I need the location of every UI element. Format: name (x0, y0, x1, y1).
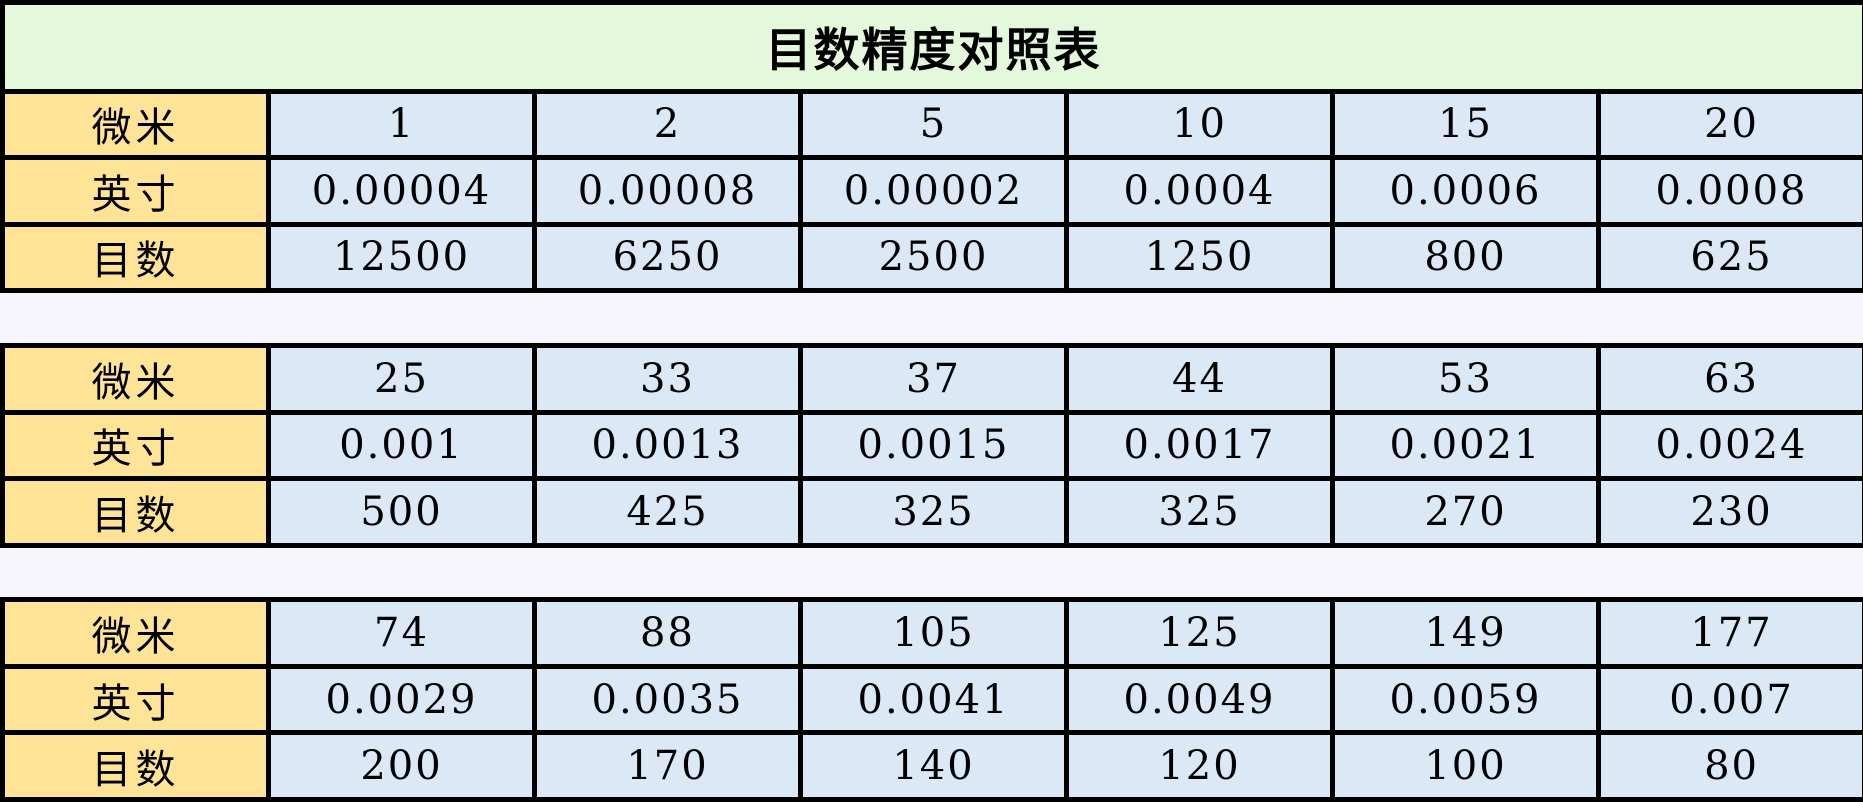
block1-micron-row: 微米 1 2 5 10 15 20 (0, 88, 1863, 161)
micron-value-cell: 74 (266, 597, 537, 669)
micron-value-cell: 33 (532, 343, 803, 415)
inch-value-cell: 0.0008 (1595, 155, 1863, 227)
row-header-mesh: 目数 (0, 476, 271, 548)
mesh-value-cell: 100 (1330, 730, 1601, 802)
mesh-value-cell: 170 (532, 730, 803, 802)
mesh-value-cell: 140 (798, 730, 1069, 802)
block2-micron-row: 微米 25 33 37 44 53 63 (0, 343, 1863, 415)
micron-value-cell: 105 (798, 597, 1069, 669)
micron-value-cell: 2 (532, 88, 803, 161)
inch-value-cell: 0.00004 (266, 155, 537, 227)
block3-inch-row: 英寸 0.0029 0.0035 0.0041 0.0049 0.0059 0.… (0, 663, 1863, 736)
inch-value-cell: 0.0049 (1064, 663, 1335, 736)
micron-value-cell: 10 (1064, 88, 1335, 161)
mesh-value-cell: 270 (1330, 476, 1601, 548)
row-header-micron: 微米 (0, 597, 271, 669)
inch-value-cell: 0.0013 (532, 409, 803, 482)
inch-value-cell: 0.0059 (1330, 663, 1601, 736)
mesh-value-cell: 200 (266, 730, 537, 802)
micron-value-cell: 63 (1595, 343, 1863, 415)
mesh-value-cell: 1250 (1064, 221, 1335, 294)
block1-inch-row: 英寸 0.00004 0.00008 0.00002 0.0004 0.0006… (0, 155, 1863, 227)
table-title: 目数精度对照表 (0, 0, 1863, 94)
micron-value-cell: 53 (1330, 343, 1601, 415)
spacer-band (2, 542, 1863, 603)
inch-value-cell: 0.00008 (532, 155, 803, 227)
mesh-value-cell: 325 (1064, 476, 1335, 548)
row-header-mesh: 目数 (0, 730, 271, 802)
mesh-value-cell: 6250 (532, 221, 803, 294)
inch-value-cell: 0.0004 (1064, 155, 1335, 227)
inch-value-cell: 0.0017 (1064, 409, 1335, 482)
block3-micron-row: 微米 74 88 105 125 149 177 (0, 597, 1863, 669)
micron-value-cell: 88 (532, 597, 803, 669)
mesh-value-cell: 800 (1330, 221, 1601, 294)
row-header-inch: 英寸 (0, 409, 271, 482)
row-header-inch: 英寸 (0, 663, 271, 736)
micron-value-cell: 177 (1595, 597, 1863, 669)
spacer-band (2, 288, 1863, 349)
mesh-value-cell: 2500 (798, 221, 1069, 294)
inch-value-cell: 0.0015 (798, 409, 1069, 482)
row-header-inch: 英寸 (0, 155, 271, 227)
block1-mesh-row: 目数 12500 6250 2500 1250 800 625 (0, 221, 1863, 294)
mesh-value-cell: 625 (1595, 221, 1863, 294)
inch-value-cell: 0.0024 (1595, 409, 1863, 482)
inch-value-cell: 0.0021 (1330, 409, 1601, 482)
inch-value-cell: 0.007 (1595, 663, 1863, 736)
inch-value-cell: 0.0006 (1330, 155, 1601, 227)
mesh-value-cell: 12500 (266, 221, 537, 294)
micron-value-cell: 37 (798, 343, 1069, 415)
block2-mesh-row: 目数 500 425 325 325 270 230 (0, 476, 1863, 548)
mesh-value-cell: 80 (1595, 730, 1863, 802)
micron-value-cell: 1 (266, 88, 537, 161)
row-header-mesh: 目数 (0, 221, 271, 294)
micron-value-cell: 44 (1064, 343, 1335, 415)
inch-value-cell: 0.0029 (266, 663, 537, 736)
micron-value-cell: 25 (266, 343, 537, 415)
row-header-micron: 微米 (0, 88, 271, 161)
table-title-row: 目数精度对照表 (0, 0, 1863, 94)
spacer-row (2, 288, 1863, 349)
micron-value-cell: 5 (798, 88, 1069, 161)
micron-value-cell: 15 (1330, 88, 1601, 161)
mesh-value-cell: 230 (1595, 476, 1863, 548)
row-header-micron: 微米 (0, 343, 271, 415)
inch-value-cell: 0.00002 (798, 155, 1069, 227)
mesh-value-cell: 120 (1064, 730, 1335, 802)
spacer-row (2, 542, 1863, 603)
micron-value-cell: 149 (1330, 597, 1601, 669)
inch-value-cell: 0.0041 (798, 663, 1069, 736)
block3-mesh-row: 目数 200 170 140 120 100 80 (0, 730, 1863, 802)
block2-inch-row: 英寸 0.001 0.0013 0.0015 0.0017 0.0021 0.0… (0, 409, 1863, 482)
micron-value-cell: 20 (1595, 88, 1863, 161)
inch-value-cell: 0.001 (266, 409, 537, 482)
mesh-value-cell: 425 (532, 476, 803, 548)
mesh-value-cell: 325 (798, 476, 1069, 548)
micron-value-cell: 125 (1064, 597, 1335, 669)
inch-value-cell: 0.0035 (532, 663, 803, 736)
mesh-value-cell: 500 (266, 476, 537, 548)
